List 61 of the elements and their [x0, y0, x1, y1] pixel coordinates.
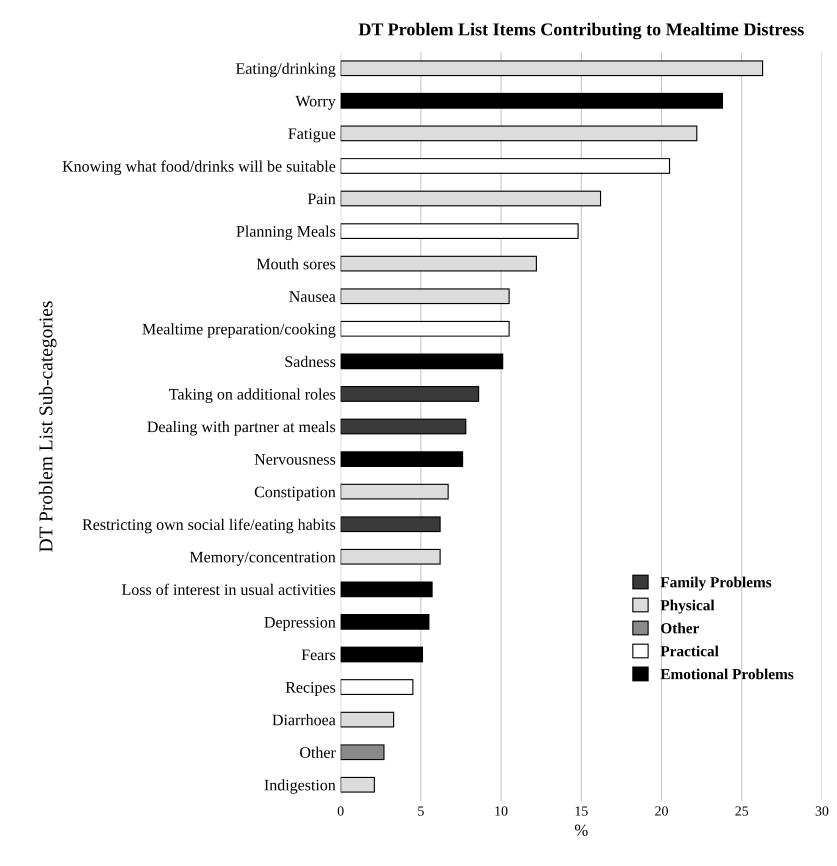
legend-label: Practical — [660, 646, 719, 656]
y-tick-label: Dealing with partner at meals — [147, 420, 336, 436]
x-tick-label: 10 — [495, 806, 508, 816]
bar — [340, 516, 441, 532]
y-tick-label: Fears — [302, 650, 336, 660]
bar — [340, 223, 579, 239]
y-tick-label: Memory/concentration — [190, 552, 336, 566]
x-axis-title: % — [574, 824, 588, 836]
bar — [340, 581, 433, 598]
bar — [340, 353, 504, 370]
bar — [340, 288, 510, 304]
bar — [340, 548, 441, 565]
bar — [340, 60, 764, 76]
y-tick-label: Pain — [308, 193, 336, 204]
bar — [340, 484, 449, 500]
bar — [340, 256, 537, 272]
bar — [340, 776, 375, 793]
y-tick-label: Nausea — [289, 291, 336, 302]
x-tick-label: 20 — [655, 806, 668, 816]
y-tick-label: Fatigue — [288, 128, 336, 142]
bar — [340, 712, 394, 728]
legend-label: Physical — [660, 600, 714, 614]
bar — [340, 646, 424, 662]
x-tick-label: 25 — [735, 806, 748, 816]
x-tick-label: 30 — [816, 806, 828, 816]
bar — [340, 418, 466, 434]
y-tick-label: Nervousness — [254, 454, 336, 465]
bar — [340, 614, 430, 630]
y-tick-label: Indigestion — [264, 779, 336, 794]
legend-label: Family Problems — [660, 576, 772, 591]
x-tick-label: 0 — [338, 806, 344, 816]
legend-label: Other — [661, 622, 700, 634]
bar — [340, 679, 414, 695]
y-tick-label: Mealtime preparation/cooking — [142, 323, 336, 338]
bar — [340, 451, 464, 467]
bar — [340, 92, 724, 109]
y-tick-label: Restricting own social life/eating habits — [82, 518, 336, 534]
y-tick-label: Sadness — [285, 356, 336, 368]
y-tick-label: Recipes — [286, 682, 336, 696]
y-tick-label: Loss of interest in usual activities — [122, 584, 336, 596]
bar — [340, 126, 698, 142]
y-tick-label: Other — [300, 746, 336, 758]
legend-label: Emotional Problems — [660, 668, 794, 680]
y-tick-label: Mouth sores — [256, 258, 336, 270]
bar — [340, 190, 602, 206]
y-tick-label: Diarrhoea — [272, 714, 336, 726]
y-tick-label: Taking on additional roles — [169, 388, 336, 403]
y-tick-label: Depression — [264, 616, 336, 631]
chart-title: DT Problem List Items Contributing to Mealtime Distress — [358, 22, 804, 40]
x-tick-label: 15 — [576, 806, 588, 816]
x-tick-label: 5 — [418, 806, 424, 816]
bar — [340, 320, 510, 337]
y-tick-label: Knowing what food/drinks will be suitable — [62, 160, 336, 176]
bar — [340, 744, 385, 760]
y-tick-label: Constipation — [254, 486, 336, 501]
bar — [340, 386, 480, 402]
y-tick-label: Eating/drinking — [236, 62, 336, 78]
y-tick-label: Worry — [295, 96, 336, 110]
bar — [340, 158, 670, 174]
y-tick-label: Planning Meals — [236, 226, 336, 240]
y-axis-title: DT Problem List Sub-categories — [38, 301, 57, 552]
